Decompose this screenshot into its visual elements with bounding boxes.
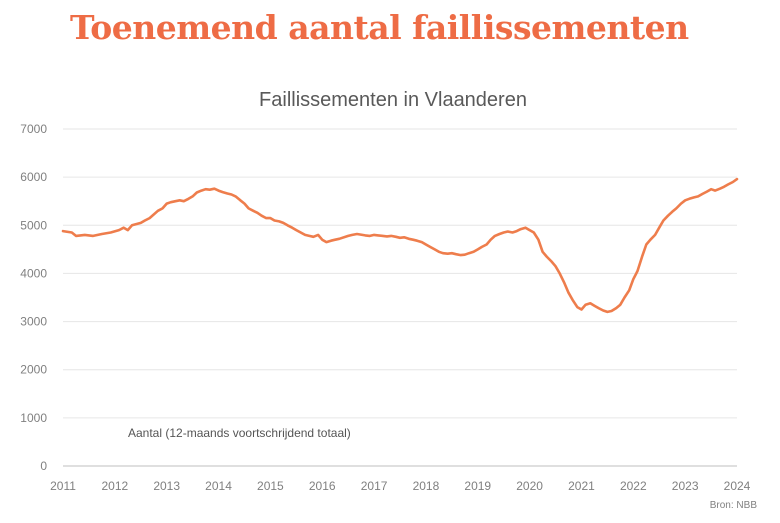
x-tick-label: 2019 (464, 479, 491, 493)
y-tick-label: 0 (40, 459, 47, 473)
y-tick-label: 5000 (20, 218, 47, 232)
x-tick-label: 2024 (724, 479, 751, 493)
x-tick-label: 2023 (672, 479, 699, 493)
x-tick-label: 2022 (620, 479, 647, 493)
series-annotation: Aantal (12-maands voortschrijdend totaal… (128, 426, 351, 440)
headline: Toenemend aantal faillissementen (70, 8, 689, 47)
y-axis-ticks: 0 1000 2000 3000 4000 5000 6000 7000 (20, 122, 47, 473)
x-tick-label: 2018 (413, 479, 440, 493)
y-tick-label: 6000 (20, 170, 47, 184)
x-tick-label: 2014 (205, 479, 232, 493)
x-tick-label: 2011 (50, 479, 76, 493)
x-tick-label: 2012 (101, 479, 128, 493)
x-tick-label: 2017 (361, 479, 388, 493)
y-tick-label: 2000 (20, 363, 47, 377)
chart-title: Faillissementen in Vlaanderen (259, 89, 527, 111)
series-line (61, 177, 739, 314)
x-tick-label: 2016 (309, 479, 336, 493)
source-note: Bron: NBB (710, 500, 758, 511)
y-tick-label: 4000 (20, 266, 47, 280)
y-tick-label: 7000 (20, 122, 47, 136)
x-tick-label: 2013 (153, 479, 180, 493)
x-axis-ticks: 2011 2012 2013 2014 2015 2016 2017 2018 2019 2020… (50, 479, 751, 493)
y-tick-label: 3000 (20, 315, 47, 329)
y-tick-label: 1000 (20, 411, 47, 425)
x-tick-label: 2021 (568, 479, 595, 493)
x-tick-label: 2015 (257, 479, 284, 493)
x-tick-label: 2020 (516, 479, 543, 493)
grid-lines (63, 128, 737, 467)
